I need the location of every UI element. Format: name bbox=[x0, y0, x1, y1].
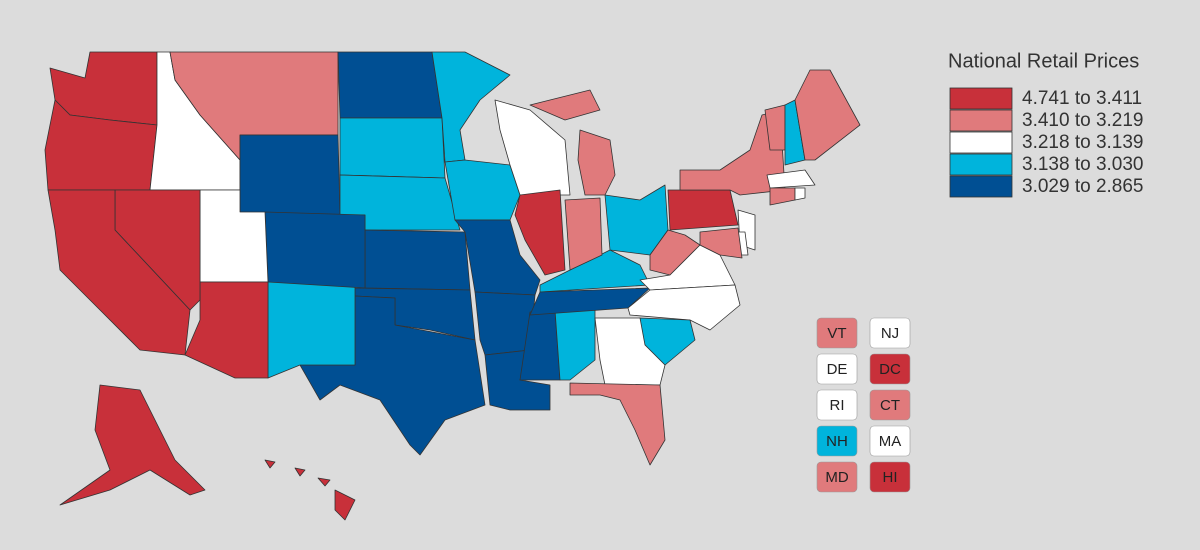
state bbox=[577, 129, 616, 196]
legend-label: 3.138 to 3.030 bbox=[1022, 154, 1144, 175]
legend-label: 3.410 to 3.219 bbox=[1022, 110, 1144, 131]
state-box-label: CT bbox=[880, 397, 900, 414]
state-box bbox=[816, 461, 858, 493]
state bbox=[454, 219, 541, 296]
legend-swatch bbox=[949, 109, 1013, 132]
state bbox=[569, 382, 666, 466]
state bbox=[47, 189, 191, 356]
state bbox=[264, 211, 366, 289]
legend-title: National Retail Prices bbox=[948, 50, 1139, 72]
state-box bbox=[816, 317, 858, 349]
state bbox=[364, 229, 471, 291]
states bbox=[44, 51, 861, 521]
state bbox=[766, 169, 816, 189]
state-box-label: VT bbox=[827, 325, 846, 342]
state-box bbox=[816, 425, 858, 457]
state-box bbox=[816, 389, 858, 421]
state bbox=[794, 69, 861, 161]
state bbox=[794, 187, 806, 201]
legend-label: 3.029 to 2.865 bbox=[1022, 176, 1144, 197]
state-box-label: DE bbox=[827, 361, 848, 378]
state bbox=[184, 281, 269, 379]
state bbox=[317, 477, 331, 487]
state bbox=[337, 51, 443, 119]
state bbox=[529, 89, 601, 121]
state bbox=[699, 227, 743, 259]
state bbox=[264, 459, 276, 469]
state-box-label: MA bbox=[879, 433, 902, 450]
state-box-label: MD bbox=[825, 469, 848, 486]
state-boxes: VT NJ DE DC RI CT NH MA MD HI bbox=[816, 317, 911, 493]
state-box-label: RI bbox=[830, 397, 845, 414]
state bbox=[334, 489, 356, 521]
state-box-label: NH bbox=[826, 433, 848, 450]
legend-label: 3.218 to 3.139 bbox=[1022, 132, 1144, 153]
legend-swatch bbox=[949, 131, 1013, 154]
legend-swatch bbox=[949, 175, 1013, 198]
state-box-label: HI bbox=[883, 469, 898, 486]
state bbox=[239, 134, 341, 216]
state-box-label: NJ bbox=[881, 325, 899, 342]
state bbox=[299, 295, 486, 456]
state bbox=[564, 197, 603, 271]
state-box-label: DC bbox=[879, 361, 901, 378]
state-box bbox=[869, 317, 911, 349]
legend-swatch bbox=[949, 87, 1013, 110]
state bbox=[339, 117, 446, 179]
legend-label: 4.741 to 3.411 bbox=[1022, 88, 1142, 109]
state bbox=[294, 467, 306, 477]
state bbox=[267, 279, 356, 379]
state-box bbox=[869, 389, 911, 421]
state bbox=[59, 384, 206, 506]
state-box bbox=[869, 425, 911, 457]
state bbox=[594, 317, 666, 386]
state-box bbox=[816, 353, 858, 385]
state bbox=[627, 284, 741, 331]
state-box bbox=[869, 461, 911, 493]
state bbox=[514, 189, 566, 276]
state bbox=[431, 51, 511, 163]
legend-swatch bbox=[949, 153, 1013, 176]
state bbox=[444, 159, 521, 221]
state bbox=[667, 189, 739, 231]
state-box bbox=[869, 353, 911, 385]
